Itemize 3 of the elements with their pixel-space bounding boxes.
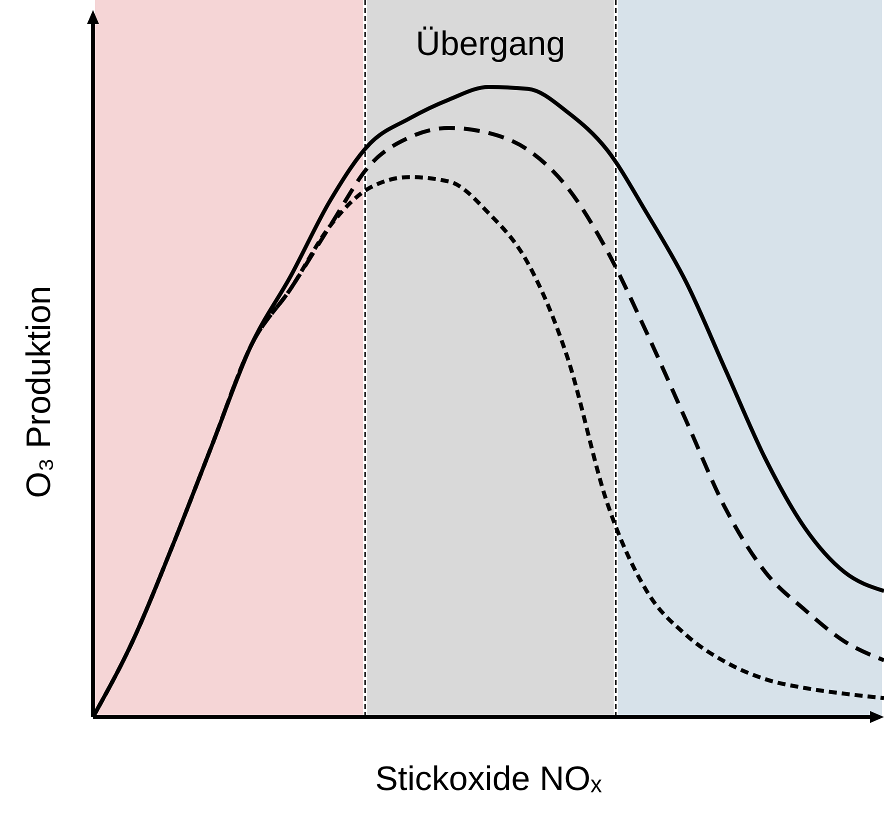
y-axis-title: O₃ Produktion — [20, 286, 58, 498]
x-axis-title: Stickoxide NOₓ — [375, 760, 603, 798]
text: Übergang — [416, 25, 566, 63]
